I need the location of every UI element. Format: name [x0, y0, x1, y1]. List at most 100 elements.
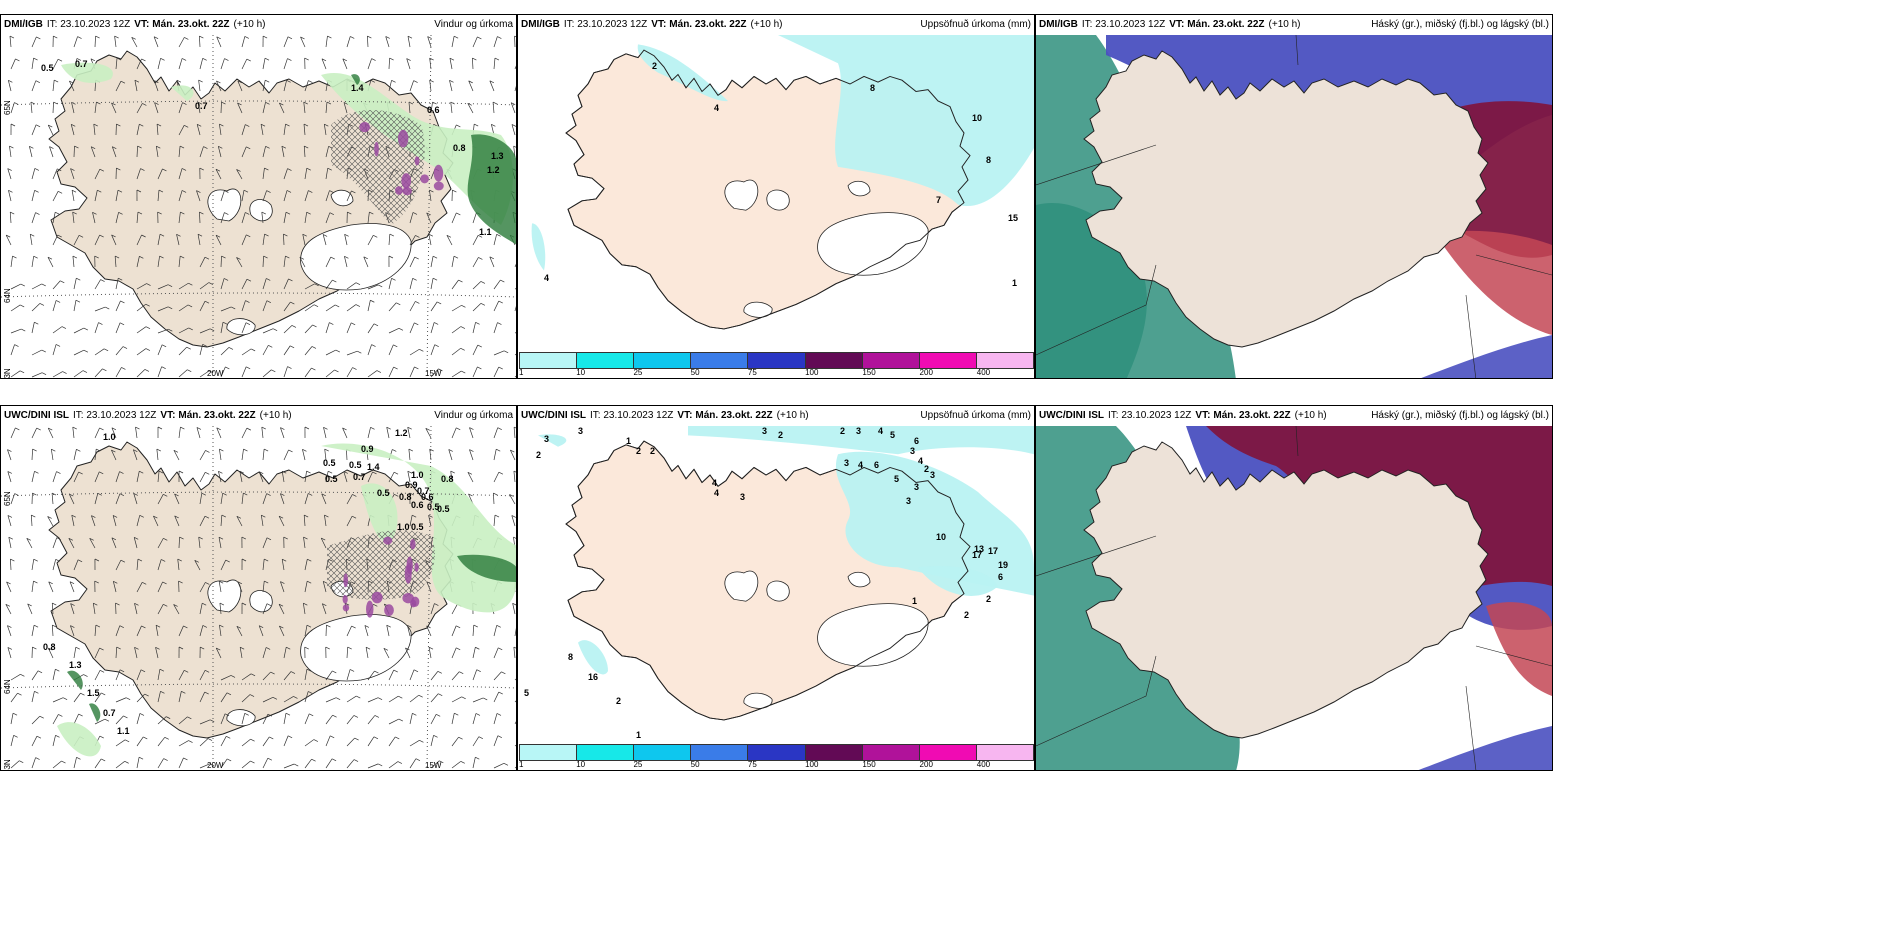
valid-time-label: VT: — [160, 410, 176, 421]
init-time: IT: 23.10.2023 12Z — [1081, 19, 1166, 30]
valid-time-label: VT: — [677, 410, 693, 421]
value-label: 0.6 — [421, 492, 434, 502]
latitude-label: 63N — [3, 759, 12, 771]
colorbar-tick-label: 1 — [519, 368, 524, 377]
lead-time: (+10 h) — [1294, 410, 1327, 421]
init-time: IT: 23.10.2023 12Z — [73, 410, 157, 421]
colorbar-swatch — [919, 744, 977, 761]
colorbar-tick-label: 1 — [519, 760, 524, 769]
value-label: 3 — [906, 496, 912, 506]
value-label: 3 — [914, 482, 920, 492]
init-time: IT: 23.10.2023 12Z — [563, 19, 648, 30]
value-label: 3 — [910, 446, 916, 456]
init-time: IT: 23.10.2023 12Z — [590, 410, 674, 421]
value-label: 0.9 — [361, 444, 374, 454]
value-label: 0.5 — [411, 522, 424, 532]
colorbar-swatch — [748, 744, 806, 761]
init-time: IT: 23.10.2023 12Z — [46, 19, 131, 30]
value-label: 1.2 — [487, 165, 500, 175]
colorbar-swatch — [691, 352, 749, 369]
value-label: 1.3 — [491, 151, 504, 161]
colorbar-tick-label: 50 — [690, 760, 700, 769]
value-label: 1.4 — [351, 83, 364, 93]
value-label: 0.7 — [417, 486, 430, 496]
value-label: 0.5 — [325, 474, 338, 484]
longitude-label: 20W — [207, 761, 224, 770]
value-label: 4 — [714, 488, 720, 498]
colorbar-tick-label: 400 — [976, 368, 991, 377]
precip-areas — [57, 443, 516, 757]
colorbar-swatch — [805, 352, 863, 369]
value-label: 0.8 — [453, 143, 466, 153]
value-label: 2 — [986, 594, 992, 604]
valid-time: Mán. 23.okt. 22Z — [669, 19, 747, 30]
panel-accum-precip-dmi: DMI/IGB IT: 23.10.2023 12Z VT: Mán. 23.okt.… — [517, 14, 1035, 379]
panel-clouds-uwc: UWC/DINI ISL IT: 23.10.2023 12Z VT: Mán. 23… — [1035, 405, 1553, 771]
colorbar-ticks: 1 10 25 50 75 100 150 200 400 — [519, 368, 1034, 378]
model-label: DMI/IGB — [1039, 19, 1078, 30]
value-label: 5 — [524, 688, 530, 698]
colorbar-swatch — [634, 352, 692, 369]
model-label: UWC/DINI ISL — [4, 410, 69, 421]
lead-time: (+10 h) — [750, 19, 783, 30]
panel-accum-precip-uwc: UWC/DINI ISL IT: 23.10.2023 12Z VT: Mán. 23… — [517, 405, 1035, 771]
colorbar-swatch — [519, 744, 578, 761]
value-label: 4 — [918, 456, 924, 466]
value-label: 0.7 — [353, 472, 366, 482]
value-label: 8 — [568, 652, 574, 662]
colorbar-tick-label: 100 — [805, 368, 819, 377]
panel-header: DMI/IGB IT: 23.10.2023 12Z VT: Mán. 23.okt.… — [1, 15, 516, 35]
colorbar-swatch — [862, 352, 920, 369]
value-label: 10 — [972, 113, 983, 123]
panel-title: Vindur og úrkoma — [434, 410, 513, 421]
value-label: 6 — [914, 436, 920, 446]
lead-time: (+10 h) — [776, 410, 809, 421]
colorbar-swatch — [919, 352, 977, 369]
colorbar-tick-label: 75 — [747, 760, 757, 769]
value-label: 1.5 — [87, 688, 100, 698]
colorbar-swatch — [634, 744, 692, 761]
value-label: 0.8 — [43, 642, 56, 652]
iceland-landmass — [1083, 441, 1489, 739]
colorbar-swatch — [748, 352, 806, 369]
value-label: 0.7 — [103, 708, 116, 718]
value-label: 0.6 — [427, 105, 440, 115]
value-label: 2 — [652, 61, 658, 71]
valid-time: Mán. 23.okt. 22Z — [178, 410, 256, 421]
colorbar-tick-label: 200 — [919, 368, 933, 377]
longitude-label: 20W — [207, 369, 224, 378]
graticule — [1, 426, 516, 770]
longitude-label: 15W — [425, 761, 442, 770]
valid-time: Mán. 23.okt. 22Z — [695, 410, 773, 421]
value-label: 1.2 — [395, 428, 408, 438]
value-label: 15 — [1008, 213, 1019, 223]
glaciers — [724, 570, 929, 709]
iceland-landmass — [1083, 50, 1489, 348]
map-canvas — [1036, 35, 1552, 378]
glaciers — [207, 579, 412, 727]
value-label: 1.4 — [367, 462, 380, 472]
colorbar-tick-label: 25 — [633, 760, 643, 769]
panel-title: Vindur og úrkoma — [434, 19, 513, 30]
value-label: 17 — [972, 550, 983, 560]
value-label: 1 — [626, 436, 632, 446]
panel-title: Háský (gr.), miðský (fj.bl.) og lágský (… — [1371, 410, 1549, 421]
value-label: 5 — [894, 474, 900, 484]
value-label: 1 — [1012, 278, 1018, 288]
colorbar-tick-label: 25 — [633, 368, 643, 377]
value-label: 0.5 — [349, 460, 362, 470]
region-boundaries — [1036, 426, 1552, 770]
value-label: 1.1 — [117, 726, 130, 736]
wind-barbs — [5, 35, 516, 378]
value-label: 0.5 — [323, 458, 336, 468]
value-label: 10 — [936, 532, 947, 542]
model-label: DMI/IGB — [521, 19, 560, 30]
value-label: 4 — [712, 478, 718, 488]
accumulated-precip-areas — [538, 426, 1034, 675]
longitude-label: 15W — [425, 369, 442, 378]
panel-title: Uppsöfnuð úrkoma (mm) — [920, 19, 1031, 30]
value-label: 3 — [740, 492, 746, 502]
value-label: 0.7 — [75, 59, 88, 69]
value-label: 1.1 — [479, 227, 492, 237]
value-label: 3 — [544, 434, 550, 444]
